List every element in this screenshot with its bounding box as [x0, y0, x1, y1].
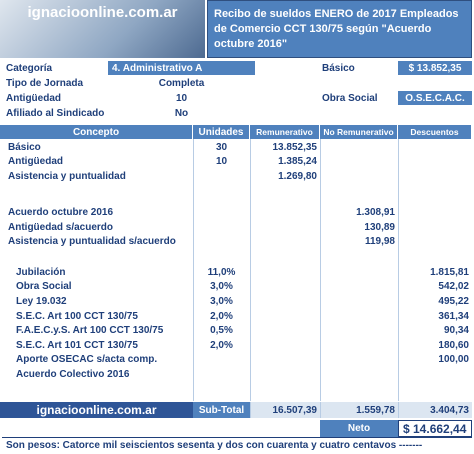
amount: 1.308,91: [356, 207, 395, 219]
amount: 100,00: [438, 354, 469, 366]
info-value: 4. Administrativo A: [108, 61, 255, 75]
column-header: Concepto: [0, 125, 193, 139]
info-label: Básico: [322, 62, 355, 74]
column-header: Remunerativo: [250, 125, 320, 139]
concept: F.A.E.C.y.S. Art 100 CCT 130/75: [16, 325, 164, 337]
units: 11,0%: [207, 266, 236, 278]
amount: 180,60: [438, 339, 469, 351]
info-value: 10: [175, 92, 188, 104]
concept: Ley 19.032: [16, 295, 67, 307]
neto-label: Neto: [320, 420, 398, 437]
info-label: Afiliado al Sindicado: [6, 107, 105, 119]
amount: 1.269,80: [278, 170, 317, 182]
concept: Obra Social: [16, 281, 72, 293]
concept: Aporte OSECAC s/acta comp.: [16, 354, 158, 366]
concept: Antigüedad: [8, 156, 63, 168]
column-line: [320, 139, 321, 401]
concept: Asistencia y puntualidad s/acuerdo: [8, 236, 176, 248]
column-header: No Remunerativo: [320, 125, 398, 139]
concept: Jubilación: [16, 266, 66, 278]
footer-logo: ignacioonline.com.ar: [0, 402, 193, 418]
units: 0,5%: [210, 325, 233, 337]
info-label: Obra Social: [322, 92, 378, 104]
units: 3,0%: [210, 281, 233, 293]
info-label: Tipo de Jornada: [6, 77, 84, 89]
concept: Acuerdo Colectivo 2016: [16, 368, 130, 380]
subtotal: 1.559,78: [320, 402, 398, 418]
amount: 130,89: [364, 221, 395, 233]
column-line: [398, 139, 399, 401]
amount: 1.385,24: [278, 156, 317, 168]
concept: Asistencia y puntualidad: [8, 170, 126, 182]
subtotal: 16.507,39: [250, 402, 320, 418]
info-label: Categoría: [6, 62, 53, 74]
amount-in-words: Son pesos: Catorce mil seiscientos sesen…: [2, 437, 472, 452]
column-line: [193, 139, 194, 401]
column-header: Unidades: [193, 125, 250, 139]
amount: 1.815,81: [430, 266, 469, 278]
info-label: Antigüedad: [6, 92, 61, 104]
subtotal: 3.404,73: [398, 402, 472, 418]
concept: Básico: [8, 141, 41, 153]
amount: 495,22: [438, 295, 469, 307]
info-value: Completa: [158, 77, 205, 89]
concept: S.E.C. Art 100 CCT 130/75: [16, 310, 138, 322]
units: 2,0%: [210, 339, 233, 351]
concept: Acuerdo octubre 2016: [8, 207, 114, 219]
units: 30: [215, 141, 228, 153]
subtotal-label: Sub-Total: [193, 402, 250, 418]
amount: 119,98: [364, 236, 395, 248]
units: 10: [215, 156, 228, 168]
amount: 542,02: [438, 281, 469, 293]
logo: ignacioonline.com.ar: [0, 0, 205, 58]
concept: S.E.C. Art 101 CCT 130/75: [16, 339, 138, 351]
info-value: $ 13.852,35: [398, 61, 472, 75]
column-header: Descuentos: [398, 125, 472, 139]
column-line: [250, 139, 251, 401]
units: 3,0%: [210, 295, 233, 307]
info-value: No: [174, 107, 189, 119]
info-value: O.S.E.C.A.C.: [398, 91, 472, 105]
concept: Antigüedad s/acuerdo: [8, 221, 114, 233]
amount: 13.852,35: [272, 141, 318, 153]
title: Recibo de sueldos ENERO de 2017 Empleado…: [207, 0, 472, 58]
amount: 361,34: [438, 310, 469, 322]
amount: 90,34: [443, 325, 469, 337]
units: 2,0%: [210, 310, 233, 322]
neto: $ 14.662,44: [398, 420, 472, 437]
